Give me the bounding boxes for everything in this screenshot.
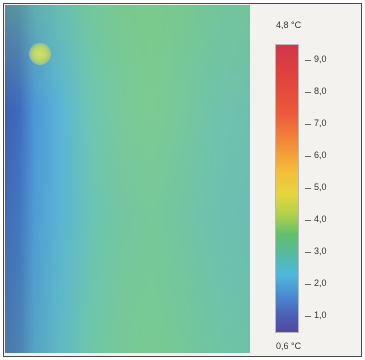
scale-tick-label: 9,0 xyxy=(314,54,327,64)
scale-tick-mark xyxy=(305,92,311,93)
scale-tick-label: 2,0 xyxy=(314,278,327,288)
scale-tick-label: 7,0 xyxy=(314,118,327,128)
scale-tick-label: 8,0 xyxy=(314,86,327,96)
scale-tick-label: 3,0 xyxy=(314,246,327,256)
scale-tick-mark xyxy=(305,316,311,317)
scale-tick-label: 1,0 xyxy=(314,310,327,320)
scale-max-label: 4,8 °C xyxy=(276,20,302,30)
scale-tick-mark xyxy=(305,284,311,285)
scale-tick-label: 6,0 xyxy=(314,150,327,160)
scale-min-label: 0,6 °C xyxy=(276,341,302,351)
scale-tick-mark xyxy=(305,156,311,157)
scale-tick-label: 4,0 xyxy=(314,214,327,224)
scale-tick-mark xyxy=(305,188,311,189)
scale-tick-mark xyxy=(305,60,311,61)
color-scale-bar xyxy=(275,44,299,333)
thermal-image xyxy=(5,5,250,353)
scale-tick-mark xyxy=(305,220,311,221)
scale-tick-mark xyxy=(305,124,311,125)
warm-spot xyxy=(29,43,51,65)
scale-tick-label: 5,0 xyxy=(314,182,327,192)
scale-tick-mark xyxy=(305,252,311,253)
